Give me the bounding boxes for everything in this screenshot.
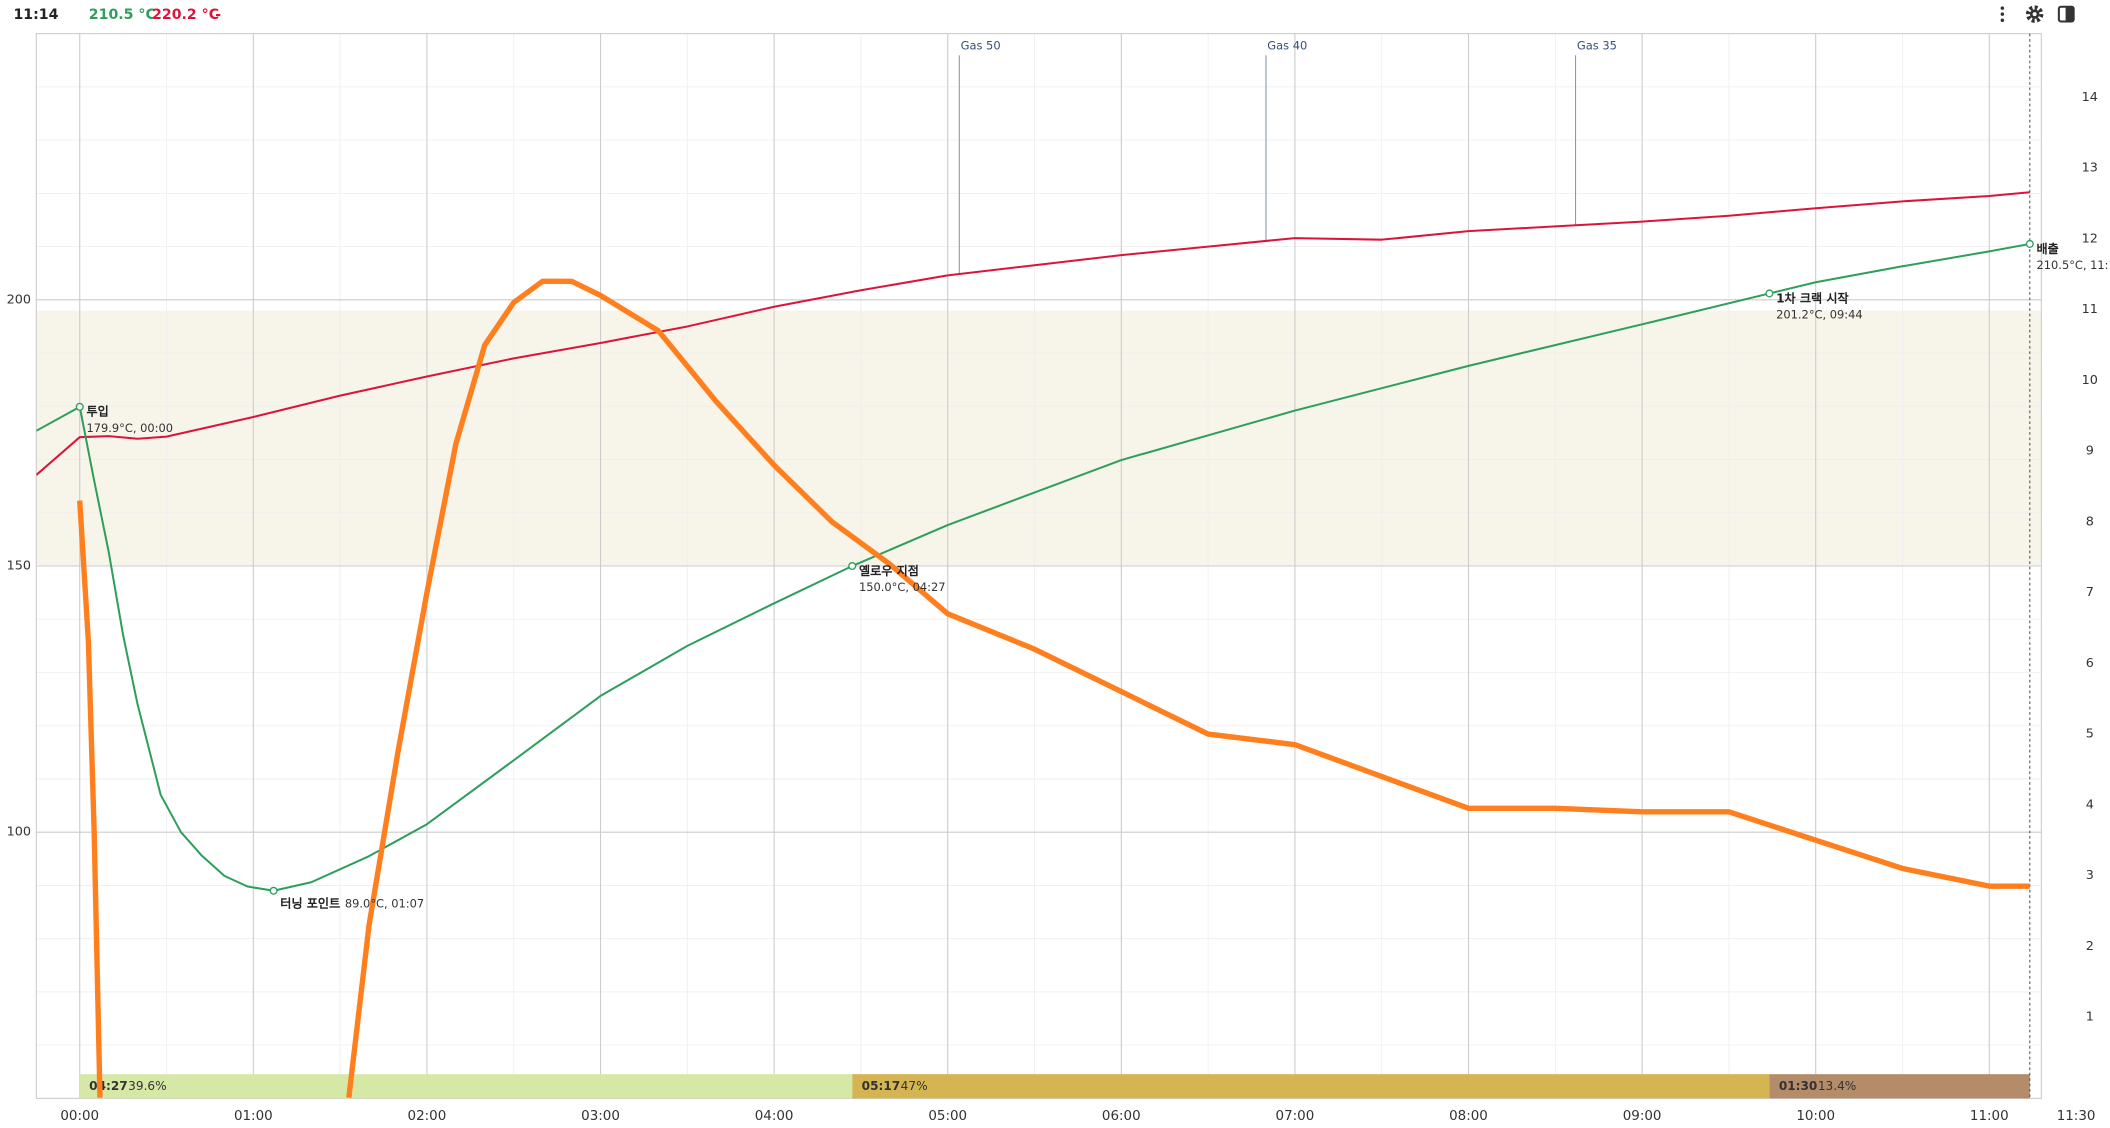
y2-tick-label: 6 [2086,656,2094,671]
event-point [1765,289,1774,298]
y2-tick-label: 9 [2086,444,2094,459]
phase-duration: 01:30 [1779,1079,1818,1093]
phase-bar [852,1074,1770,1099]
event-detail: 89.0°C, 01:07 [345,897,424,911]
et-reading: 220.2 °C [152,7,219,23]
x-tick-label: 03:00 [581,1109,620,1124]
y2-tick-label: 2 [2086,939,2094,954]
event-name: 옐로우 지점 [859,563,919,578]
x-tick-label: 01:00 [234,1109,273,1124]
event-name: 투입 [86,405,108,419]
series-line [36,242,2030,892]
phase-duration: 04:27 [89,1079,128,1093]
x-tick-label: 09:00 [1623,1109,1662,1124]
series-line [77,278,2030,1098]
x-tick-label: 11:00 [1970,1109,2009,1124]
event-detail: 210.5°C, 11:14 [2037,258,2110,272]
y2-tick-label: 13 [2082,161,2098,176]
event-point [75,402,84,411]
series-line [36,191,2030,476]
x-tick-label: 02:00 [408,1109,447,1124]
event-point [269,886,278,895]
y2-tick-label: 12 [2082,231,2098,246]
y-tick-label: 200 [7,292,31,307]
y2-tick-label: 8 [2086,514,2094,529]
event-detail: 150.0°C, 04:27 [859,580,946,594]
event-name: 1차 크랙 시작 [1776,290,1849,305]
phase-percent: 39.6% [128,1079,166,1093]
event-point [848,561,857,571]
event-detail: 201.2°C, 09:44 [1776,307,1863,321]
y2-tick-label: 7 [2086,585,2094,600]
y2-tick-label: 14 [2082,90,2098,105]
menu-button[interactable] [2000,6,2005,22]
x-tick-label: 06:00 [1102,1109,1141,1124]
phase-bar [1769,1074,2030,1099]
x-tick-label: 07:00 [1276,1109,1315,1124]
y-tick-label: 100 [7,825,31,840]
x-tick-label: 00:00 [60,1109,99,1124]
x-tick-label: 04:00 [755,1109,794,1124]
roast-time: 11:14 [13,7,58,23]
y2-tick-label: 11 [2082,302,2098,317]
event-detail: 179.9°C, 00:00 [86,421,173,435]
y2-tick-label: 4 [2086,797,2094,812]
ror-reading: - [215,7,221,23]
x-tick-label: 10:00 [1796,1109,1835,1124]
phase-bar [79,1074,853,1099]
x-tick-label: 05:00 [928,1109,967,1124]
event-point [2025,239,2034,248]
x-tick-label: 11:30 [2057,1109,2096,1124]
y2-tick-label: 5 [2086,727,2094,742]
gas-label: Gas 50 [961,38,1001,52]
phase-percent: 47% [901,1079,928,1093]
phase-percent: 13.4% [1818,1079,1856,1093]
event-name: 터닝 포인트 [280,896,340,911]
x-tick-label: 08:00 [1449,1109,1488,1124]
panel-toggle[interactable] [2057,5,2075,23]
settings-button[interactable] [2025,5,2044,23]
gas-label: Gas 40 [1267,38,1307,52]
gas-label: Gas 35 [1577,38,1617,52]
y-tick-label: 150 [7,559,31,574]
target-band [36,310,2042,567]
event-name: 배출 [2037,241,2059,256]
y2-tick-label: 3 [2086,868,2094,883]
y2-tick-label: 1 [2086,1010,2094,1025]
bt-reading: 210.5 °C [89,7,156,23]
phase-duration: 05:17 [862,1079,901,1093]
y2-tick-label: 10 [2082,373,2098,388]
